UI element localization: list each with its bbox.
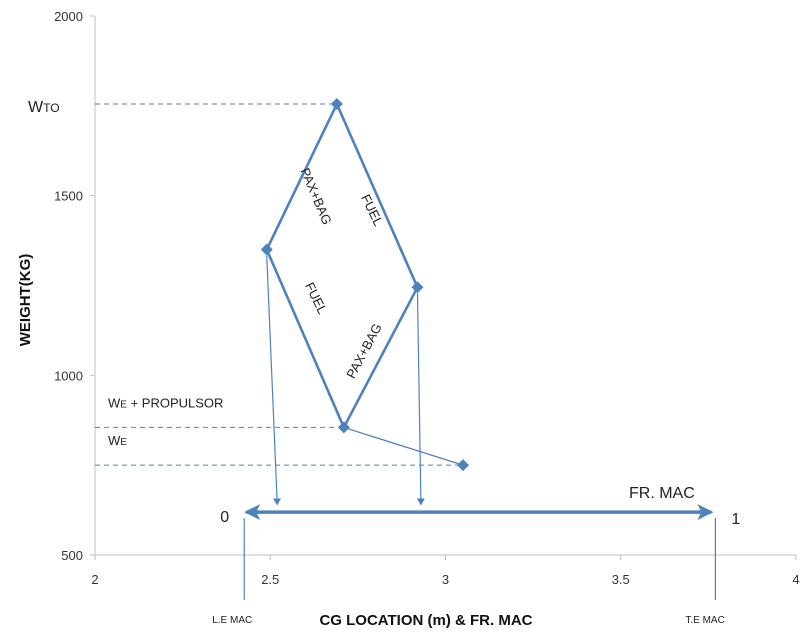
- reference-label-main: W: [108, 433, 121, 448]
- data-point-marker: [330, 98, 343, 111]
- data-point-marker: [457, 459, 470, 472]
- reference-label-sub: E: [120, 399, 127, 410]
- reference-label: WE: [108, 433, 127, 448]
- axes: [94, 16, 796, 556]
- x-tick-label: 3.5: [612, 572, 630, 587]
- segment-label: PAX+BAG: [297, 166, 334, 227]
- y-tick-label: 1000: [54, 368, 83, 383]
- mac-title: FR. MAC: [629, 485, 695, 502]
- data-point-marker: [260, 243, 273, 256]
- series-segment: [342, 285, 419, 429]
- y-tick-label: 2000: [54, 9, 83, 24]
- reference-label-sub: TO: [43, 101, 59, 115]
- x-tick-label: 2.5: [261, 572, 279, 587]
- te-mac-label: T.E MAC: [685, 615, 724, 626]
- x-tick-label: 4: [792, 572, 799, 587]
- mac-scale: 0 1 FR. MAC L.E MAC T.E MAC: [212, 485, 740, 626]
- y-ticks: 500 1000 1500 2000: [54, 9, 95, 563]
- reference-label-suffix: + PROPULSOR: [127, 395, 223, 410]
- segment-label: FUEL: [302, 280, 330, 316]
- reference-label-sub: E: [120, 437, 127, 448]
- y-tick-label: 1500: [54, 189, 83, 204]
- series-segment: [265, 102, 339, 251]
- drop-arrows: [266, 255, 425, 506]
- series-segment: [343, 426, 464, 466]
- segment-label: FUEL: [358, 192, 386, 228]
- reference-label: WTO: [28, 99, 60, 116]
- reference-label-main: W: [108, 395, 121, 410]
- cg-drop-arrow: [416, 293, 425, 506]
- reference-label: WE + PROPULSOR: [108, 395, 223, 410]
- data-point-marker: [411, 281, 424, 294]
- x-ticks: 2 2.5 3 3.5 4: [91, 555, 800, 587]
- y-tick-label: 500: [61, 548, 83, 563]
- segment-label: PAX+BAG: [343, 321, 384, 381]
- y-axis-title: WEIGHT(KG): [17, 254, 34, 346]
- series-segment: [265, 248, 346, 429]
- cg-envelope-series: [260, 98, 470, 472]
- reference-label-main: W: [28, 99, 44, 116]
- x-tick-label: 3: [442, 572, 449, 587]
- mac-end-label: 1: [731, 511, 740, 528]
- x-axis-title: CG LOCATION (m) & FR. MAC: [319, 612, 532, 629]
- x-tick-label: 2: [91, 572, 98, 587]
- le-mac-label: L.E MAC: [212, 615, 252, 626]
- cg-drop-arrow: [266, 255, 282, 506]
- data-point-marker: [337, 421, 350, 434]
- series-segment: [335, 102, 419, 289]
- mac-start-label: 0: [220, 509, 229, 526]
